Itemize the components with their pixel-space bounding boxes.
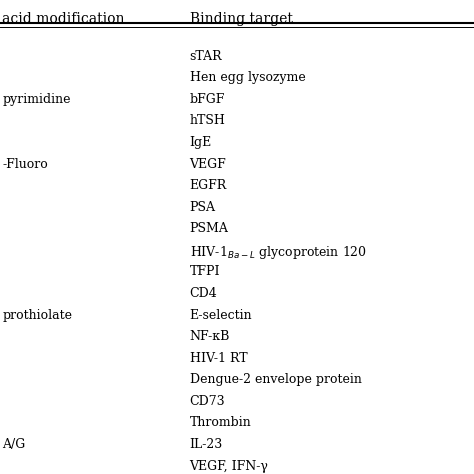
Text: prothiolate: prothiolate [2,309,73,321]
Text: Dengue-2 envelope protein: Dengue-2 envelope protein [190,374,362,386]
Text: bFGF: bFGF [190,93,225,106]
Text: CD4: CD4 [190,287,218,300]
Text: TFPI: TFPI [190,265,220,278]
Text: Hen egg lysozyme: Hen egg lysozyme [190,72,305,84]
Text: hTSH: hTSH [190,115,226,128]
Text: E-selectin: E-selectin [190,309,252,321]
Text: PSA: PSA [190,201,216,214]
Text: HIV-1$_{Ba-L}$ glycoprotein 120: HIV-1$_{Ba-L}$ glycoprotein 120 [190,244,367,261]
Text: PSMA: PSMA [190,222,228,235]
Text: Thrombin: Thrombin [190,416,251,429]
Text: A/G: A/G [2,438,26,451]
Text: NF-κB: NF-κB [190,330,230,343]
Text: IgE: IgE [190,136,212,149]
Text: HIV-1 RT: HIV-1 RT [190,352,247,365]
Text: VEGF, IFN-γ: VEGF, IFN-γ [190,459,268,473]
Text: CD73: CD73 [190,395,225,408]
Text: Binding target: Binding target [190,12,292,26]
Text: acid modification: acid modification [2,12,125,26]
Text: pyrimidine: pyrimidine [2,93,71,106]
Text: VEGF: VEGF [190,158,227,171]
Text: -Fluoro: -Fluoro [2,158,48,171]
Text: sTAR: sTAR [190,50,222,63]
Text: IL-23: IL-23 [190,438,223,451]
Text: EGFR: EGFR [190,179,227,192]
